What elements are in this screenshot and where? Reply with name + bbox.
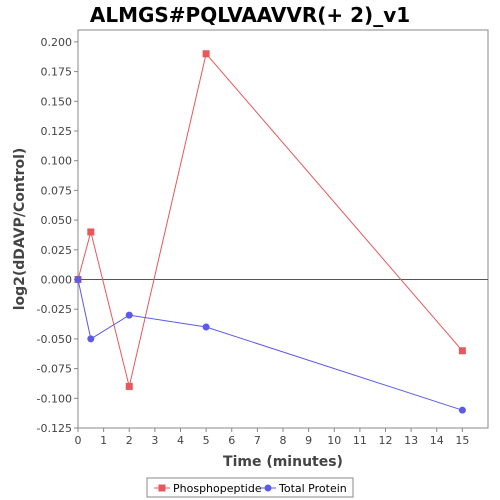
x-tick-label: 2 [126, 434, 133, 447]
y-tick-label: 0.125 [41, 125, 73, 138]
y-tick-label: -0.025 [37, 303, 72, 316]
legend-total-protein-label: Total Protein [278, 482, 347, 495]
y-tick-label: -0.125 [37, 422, 72, 435]
y-axis-label: log2(dDAVP/Control) [12, 148, 28, 311]
y-tick-label: 0.150 [41, 95, 73, 108]
y-tick-label: -0.100 [37, 392, 72, 405]
y-tick-label: 0.000 [41, 273, 73, 286]
x-axis: 0 1 2 3 4 5 6 7 8 9 10 11 12 13 14 15 [75, 428, 469, 447]
x-tick-label: 9 [305, 434, 312, 447]
x-tick-label: 5 [203, 434, 210, 447]
x-tick-label: 14 [430, 434, 444, 447]
legend: Phosphopeptide Total Protein [146, 477, 354, 498]
plot-area [77, 29, 489, 429]
x-tick-label: 0 [75, 434, 82, 447]
series-group [74, 50, 466, 414]
x-tick-label: 4 [177, 434, 184, 447]
x-tick-label: 10 [327, 434, 341, 447]
x-tick-label: 11 [353, 434, 367, 447]
y-tick-label: -0.050 [37, 333, 72, 346]
x-tick-label: 1 [100, 434, 107, 447]
y-tick-label: 0.200 [41, 36, 73, 49]
phosphopeptide-point [87, 228, 95, 236]
legend-phosphopeptide-label: Phosphopeptide [173, 482, 262, 495]
x-tick-label: 7 [254, 434, 261, 447]
y-tick-label: -0.075 [37, 363, 72, 376]
phosphopeptide-point [202, 50, 210, 58]
x-axis-label: Time (minutes) [223, 454, 343, 470]
x-tick-label: 8 [280, 434, 287, 447]
total-protein-point [202, 323, 210, 331]
legend-phosphopeptide-marker [158, 484, 166, 492]
total-protein-point [87, 335, 95, 343]
total-protein-point [125, 311, 133, 319]
y-tick-label: 0.175 [41, 66, 73, 79]
x-tick-label: 15 [455, 434, 469, 447]
legend-total-protein-marker [264, 484, 272, 492]
x-tick-label: 6 [228, 434, 235, 447]
x-tick-label: 12 [379, 434, 393, 447]
y-tick-label: 0.100 [41, 155, 73, 168]
total-protein-point [74, 275, 82, 283]
phosphopeptide-point [125, 382, 133, 390]
y-tick-label: 0.050 [41, 214, 73, 227]
legend-box [146, 477, 354, 498]
y-axis: -0.125 -0.100 -0.075 -0.050 -0.025 0.000 0.025… [37, 36, 78, 435]
y-tick-label: 0.075 [41, 184, 73, 197]
total-protein-point [458, 406, 466, 414]
x-tick-label: 3 [151, 434, 158, 447]
y-tick-label: 0.025 [41, 244, 73, 257]
x-tick-label: 13 [404, 434, 418, 447]
chart-title: ALMGS#PQLVAAVVR(+ 2)_v1 [90, 3, 410, 27]
phosphopeptide-point [458, 347, 466, 355]
